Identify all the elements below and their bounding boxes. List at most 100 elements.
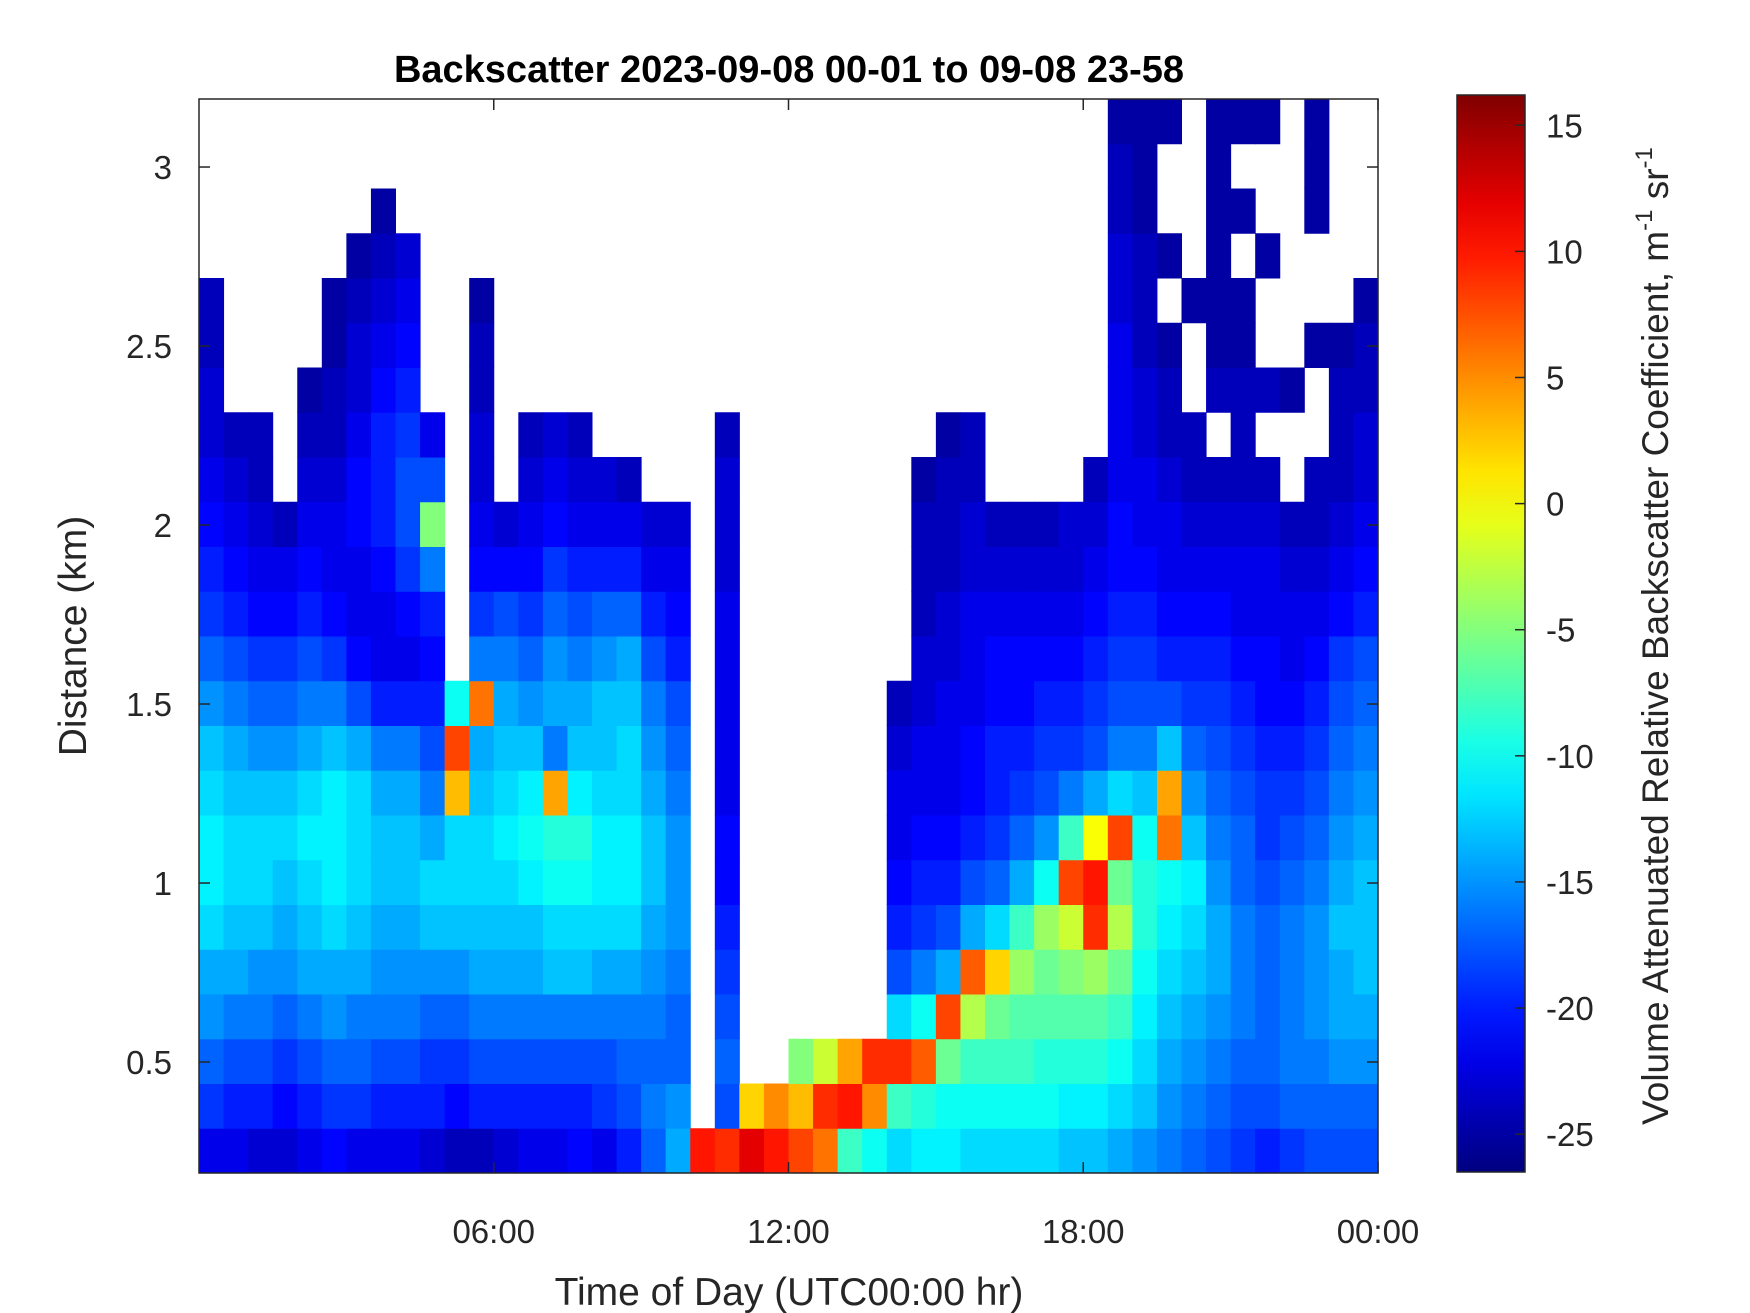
heatmap-cell xyxy=(1279,1038,1305,1084)
heatmap-cell xyxy=(1206,99,1232,145)
heatmap-cell xyxy=(272,546,298,592)
heatmap-cell xyxy=(1181,501,1207,547)
heatmap-cell xyxy=(420,1038,446,1084)
heatmap-cell xyxy=(444,859,470,905)
heatmap-cell xyxy=(935,770,961,816)
heatmap-cell xyxy=(542,680,568,726)
heatmap-cell xyxy=(1132,815,1158,861)
heatmap-cell xyxy=(370,949,396,995)
heatmap-cell xyxy=(420,949,446,995)
heatmap-cell xyxy=(444,994,470,1040)
heatmap-cell xyxy=(665,591,691,637)
heatmap-cell xyxy=(1353,949,1379,995)
x-axis-label: Time of Day (UTC00:00 hr) xyxy=(555,1271,1024,1313)
heatmap-cell xyxy=(935,904,961,950)
heatmap-cell xyxy=(714,949,740,995)
heatmap-cell xyxy=(321,457,347,503)
heatmap-cell xyxy=(542,412,568,458)
heatmap-cell xyxy=(862,1083,888,1129)
heatmap-cell xyxy=(1009,1083,1035,1129)
heatmap-cell xyxy=(1034,949,1060,995)
heatmap-cell xyxy=(1255,680,1281,726)
heatmap-cell xyxy=(1009,815,1035,861)
heatmap-cell xyxy=(1107,680,1133,726)
heatmap-cell xyxy=(985,1128,1011,1174)
heatmap-cell xyxy=(395,278,421,324)
heatmap-cell xyxy=(1107,546,1133,592)
heatmap-cell xyxy=(493,680,519,726)
heatmap-cell xyxy=(616,546,642,592)
heatmap-cell xyxy=(272,770,298,816)
heatmap-cell xyxy=(248,994,274,1040)
heatmap-cell xyxy=(272,1083,298,1129)
heatmap-cell xyxy=(1132,188,1158,234)
heatmap-cell xyxy=(665,501,691,547)
heatmap-cell xyxy=(886,1038,912,1084)
heatmap-cell xyxy=(788,1083,814,1129)
heatmap-cell xyxy=(567,680,593,726)
heatmap-cell xyxy=(935,680,961,726)
heatmap-cell xyxy=(248,591,274,637)
heatmap-cell xyxy=(223,501,249,547)
heatmap-cell xyxy=(960,815,986,861)
heatmap-cell xyxy=(1353,278,1379,324)
heatmap-cell xyxy=(1058,770,1084,816)
heatmap-cell xyxy=(567,859,593,905)
heatmap-cell xyxy=(1304,188,1330,234)
heatmap-cell xyxy=(370,1128,396,1174)
heatmap-cell xyxy=(1304,143,1330,189)
heatmap-cell xyxy=(1230,636,1256,682)
heatmap-cell xyxy=(1132,546,1158,592)
heatmap-cell xyxy=(346,501,372,547)
heatmap-cell xyxy=(935,1038,961,1084)
colorbar-tick-label: 5 xyxy=(1546,359,1564,396)
heatmap-cell xyxy=(1206,680,1232,726)
heatmap-cell xyxy=(395,1128,421,1174)
heatmap-cell xyxy=(1353,725,1379,771)
heatmap-cell xyxy=(1107,457,1133,503)
heatmap-cell xyxy=(1328,770,1354,816)
heatmap-cell xyxy=(1255,546,1281,592)
heatmap-cell xyxy=(592,636,618,682)
heatmap-cell xyxy=(935,501,961,547)
heatmap-cell xyxy=(1230,412,1256,458)
heatmap-cell xyxy=(1034,501,1060,547)
heatmap-cell xyxy=(1156,1083,1182,1129)
heatmap-cell xyxy=(813,1083,839,1129)
heatmap-cell xyxy=(1132,1128,1158,1174)
heatmap-cell xyxy=(641,904,667,950)
heatmap-cell xyxy=(935,994,961,1040)
heatmap-cell xyxy=(911,904,937,950)
heatmap-cell xyxy=(493,815,519,861)
heatmap-cell xyxy=(641,949,667,995)
heatmap-cell xyxy=(395,322,421,368)
colorbar-tick-label: 0 xyxy=(1546,486,1564,523)
heatmap-cell xyxy=(518,815,544,861)
heatmap-cell xyxy=(518,949,544,995)
colorbar-tick-label: -5 xyxy=(1546,612,1575,649)
heatmap-cell xyxy=(1181,636,1207,682)
heatmap-cell xyxy=(1034,1083,1060,1129)
heatmap-cell xyxy=(420,904,446,950)
heatmap-cell xyxy=(248,546,274,592)
heatmap-cell xyxy=(223,591,249,637)
heatmap-cell xyxy=(395,770,421,816)
heatmap-cell xyxy=(1206,546,1232,592)
heatmap-cell xyxy=(960,994,986,1040)
heatmap-cell xyxy=(1132,904,1158,950)
heatmap-cell xyxy=(444,949,470,995)
heatmap-cell xyxy=(1083,457,1109,503)
heatmap-cell xyxy=(1107,278,1133,324)
heatmap-cell xyxy=(1009,725,1035,771)
heatmap-cell xyxy=(1058,680,1084,726)
heatmap-cell xyxy=(223,636,249,682)
heatmap-cell xyxy=(1083,859,1109,905)
heatmap-cell xyxy=(346,412,372,458)
heatmap-cell xyxy=(1255,1038,1281,1084)
heatmap-cell xyxy=(346,233,372,279)
heatmap-cell xyxy=(518,680,544,726)
heatmap-cell xyxy=(321,412,347,458)
heatmap-cell xyxy=(1009,591,1035,637)
heatmap-cell xyxy=(444,1083,470,1129)
heatmap-cell xyxy=(1304,1128,1330,1174)
